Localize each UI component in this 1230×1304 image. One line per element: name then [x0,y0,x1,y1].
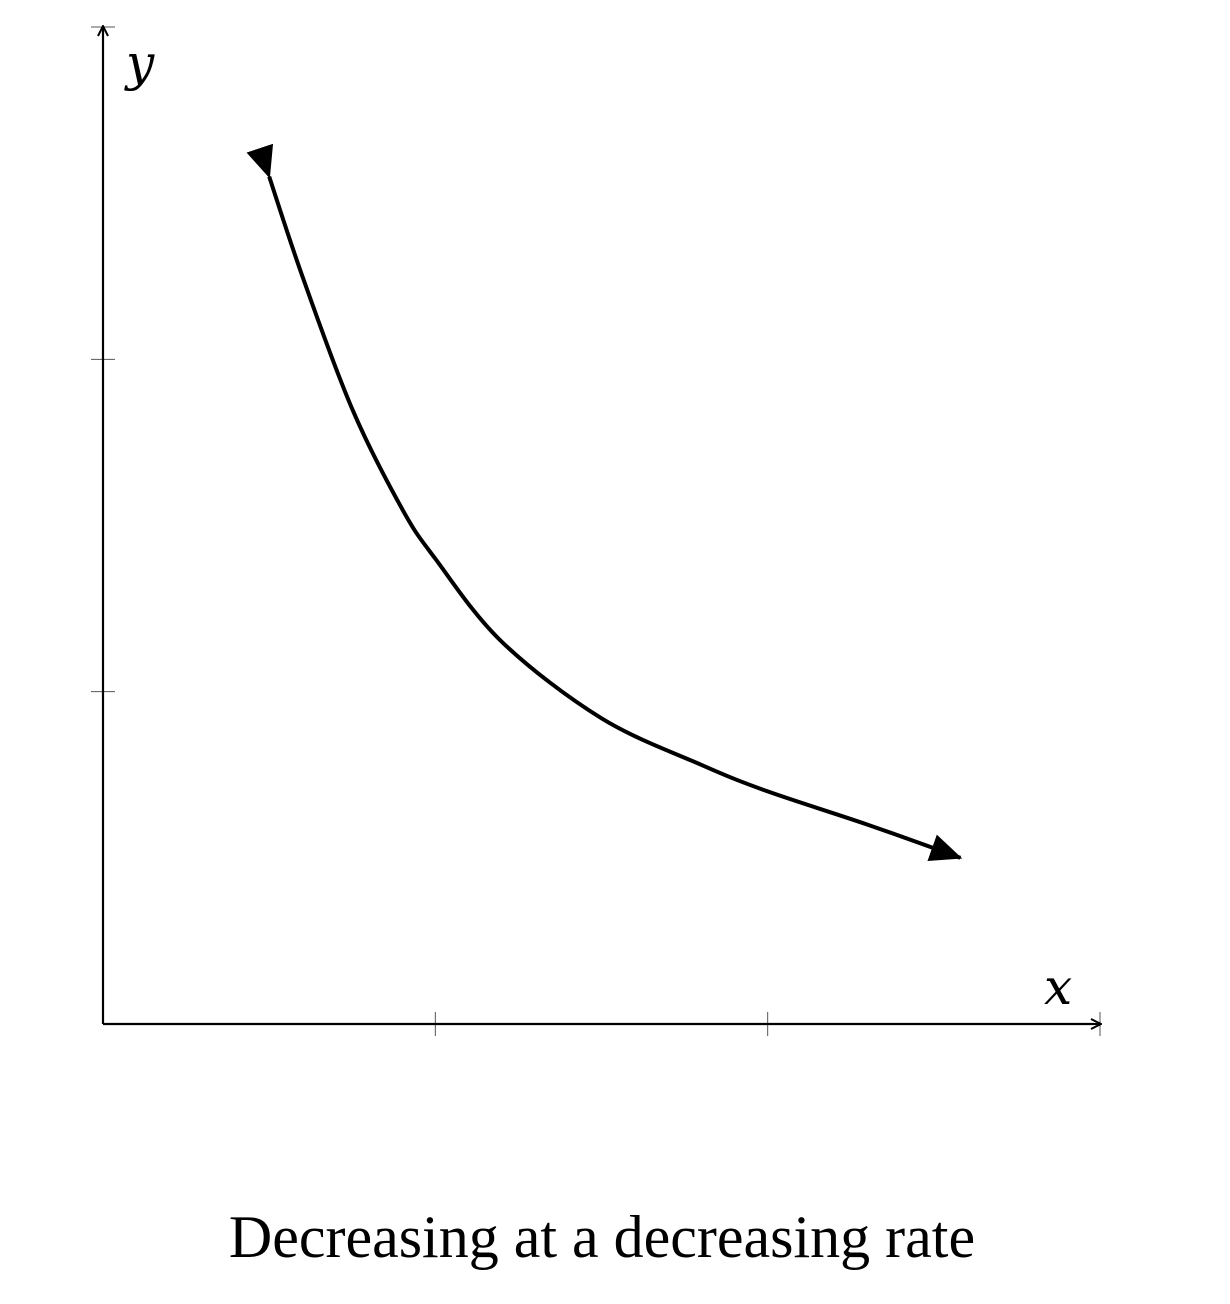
axis-ticks [91,26,1101,1036]
curve-series [246,143,963,861]
y-axis-label: y [124,34,155,92]
chart-caption: Decreasing at a decreasing rate [229,1204,975,1270]
x-axis-label: x [1044,958,1072,1016]
